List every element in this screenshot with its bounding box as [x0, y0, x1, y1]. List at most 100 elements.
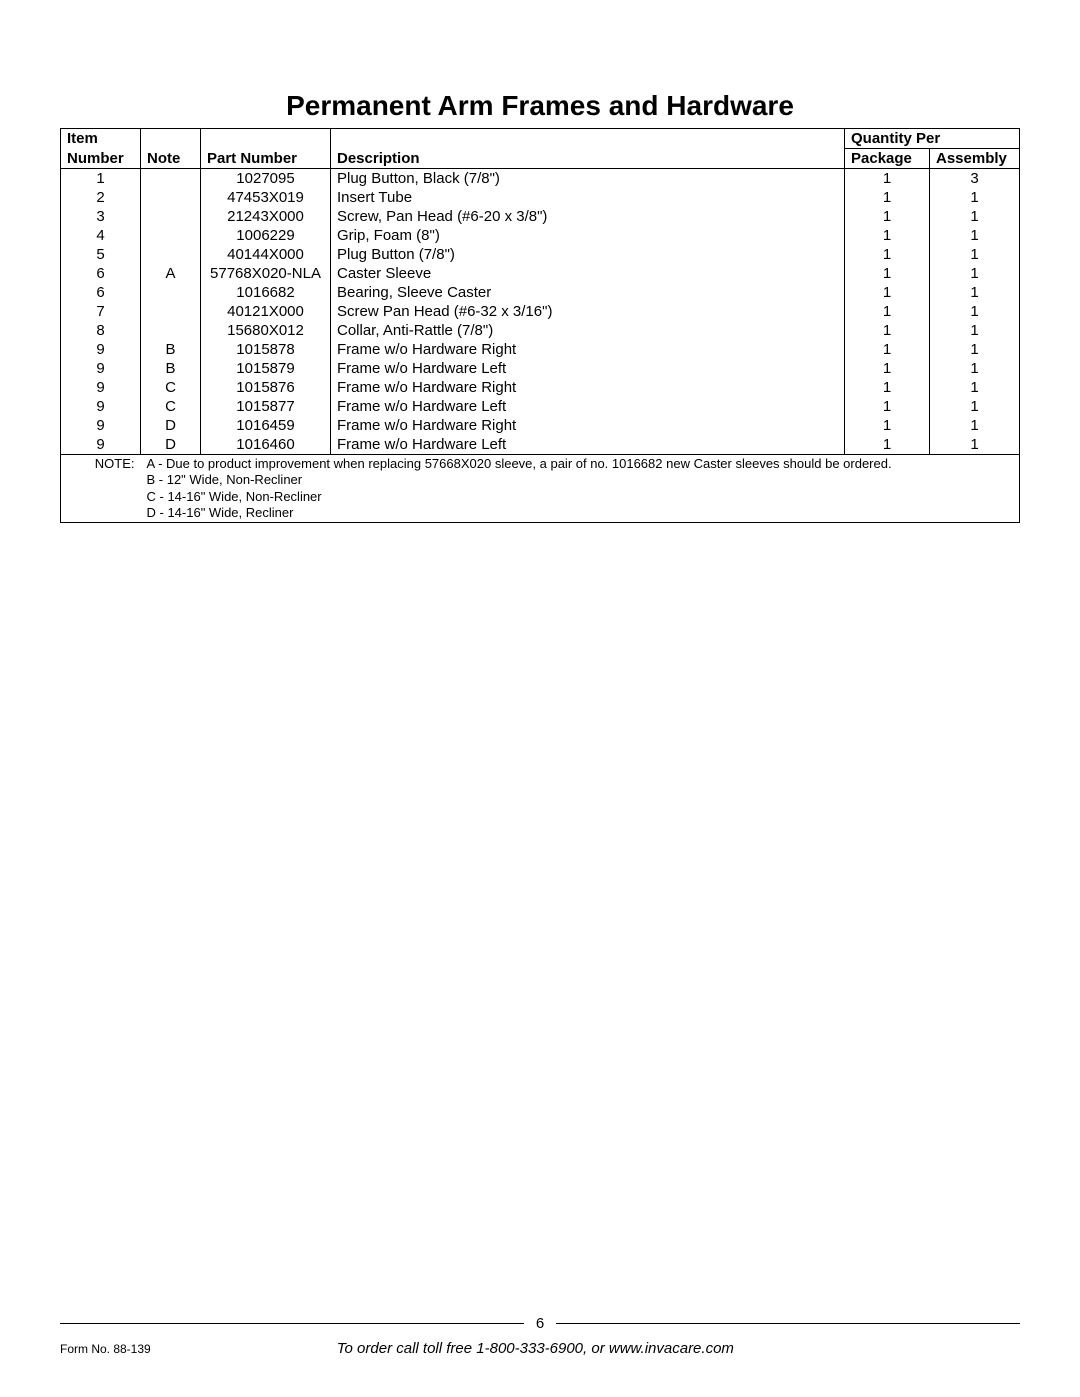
table-row: 41006229Grip, Foam (8")11: [61, 226, 1020, 245]
cell-item: 4: [61, 226, 141, 245]
cell-item: 6: [61, 264, 141, 283]
cell-part: 57768X020-NLA: [201, 264, 331, 283]
cell-assembly: 1: [930, 207, 1020, 226]
cell-package: 1: [845, 378, 930, 397]
cell-assembly: 1: [930, 245, 1020, 264]
cell-item: 9: [61, 378, 141, 397]
table-row: 815680X012Collar, Anti-Rattle (7/8")11: [61, 321, 1020, 340]
cell-part: 1015877: [201, 397, 331, 416]
col-note-blank: [141, 129, 201, 149]
col-note: Note: [141, 149, 201, 169]
cell-package: 1: [845, 226, 930, 245]
cell-desc: Caster Sleeve: [331, 264, 845, 283]
cell-note: [141, 321, 201, 340]
cell-part: 1015879: [201, 359, 331, 378]
cell-assembly: 1: [930, 435, 1020, 455]
cell-note: [141, 188, 201, 207]
table-row: 9B1015878Frame w/o Hardware Right11: [61, 340, 1020, 359]
cell-desc: Frame w/o Hardware Right: [331, 340, 845, 359]
note-line: A - Due to product improvement when repl…: [147, 456, 1014, 472]
table-row: 321243X000Screw, Pan Head (#6-20 x 3/8")…: [61, 207, 1020, 226]
cell-note: [141, 226, 201, 245]
col-package: Package: [845, 149, 930, 169]
cell-package: 1: [845, 340, 930, 359]
cell-package: 1: [845, 435, 930, 455]
cell-note: [141, 207, 201, 226]
cell-desc: Grip, Foam (8"): [331, 226, 845, 245]
cell-note: D: [141, 416, 201, 435]
cell-part: 15680X012: [201, 321, 331, 340]
table-row: 61016682Bearing, Sleeve Caster11: [61, 283, 1020, 302]
cell-note: A: [141, 264, 201, 283]
cell-part: 21243X000: [201, 207, 331, 226]
cell-package: 1: [845, 169, 930, 189]
cell-assembly: 1: [930, 378, 1020, 397]
cell-part: 40144X000: [201, 245, 331, 264]
page-footer: 6 Form No. 88-139 To order call toll fre…: [60, 1315, 1020, 1357]
cell-desc: Frame w/o Hardware Left: [331, 397, 845, 416]
cell-note: [141, 283, 201, 302]
page-number: 6: [536, 1315, 544, 1332]
cell-assembly: 1: [930, 188, 1020, 207]
table-row: 9D1016460Frame w/o Hardware Left11: [61, 435, 1020, 455]
cell-note: [141, 245, 201, 264]
cell-package: 1: [845, 245, 930, 264]
col-qty-per: Quantity Per: [845, 129, 1020, 149]
cell-desc: Frame w/o Hardware Right: [331, 416, 845, 435]
cell-note: B: [141, 340, 201, 359]
table-row: 9C1015876Frame w/o Hardware Right11: [61, 378, 1020, 397]
cell-item: 8: [61, 321, 141, 340]
cell-item: 3: [61, 207, 141, 226]
col-item-top: Item: [61, 129, 141, 149]
cell-assembly: 1: [930, 302, 1020, 321]
notes-body: A - Due to product improvement when repl…: [141, 455, 1020, 523]
order-line: To order call toll free 1-800-333-6900, …: [151, 1340, 920, 1357]
cell-assembly: 1: [930, 264, 1020, 283]
cell-package: 1: [845, 359, 930, 378]
cell-note: [141, 169, 201, 189]
cell-item: 5: [61, 245, 141, 264]
cell-item: 6: [61, 283, 141, 302]
cell-desc: Frame w/o Hardware Left: [331, 435, 845, 455]
cell-part: 1016682: [201, 283, 331, 302]
cell-desc: Frame w/o Hardware Left: [331, 359, 845, 378]
cell-package: 1: [845, 264, 930, 283]
note-line: D - 14-16" Wide, Recliner: [147, 505, 1014, 521]
page-title: Permanent Arm Frames and Hardware: [60, 90, 1020, 122]
cell-part: 40121X000: [201, 302, 331, 321]
cell-item: 9: [61, 435, 141, 455]
col-desc: Description: [331, 149, 845, 169]
cell-assembly: 1: [930, 226, 1020, 245]
table-row: 540144X000Plug Button (7/8")11: [61, 245, 1020, 264]
cell-part: 47453X019: [201, 188, 331, 207]
cell-part: 1016460: [201, 435, 331, 455]
cell-package: 1: [845, 207, 930, 226]
col-assembly: Assembly: [930, 149, 1020, 169]
cell-assembly: 3: [930, 169, 1020, 189]
cell-package: 1: [845, 302, 930, 321]
cell-item: 2: [61, 188, 141, 207]
cell-desc: Screw Pan Head (#6-32 x 3/16"): [331, 302, 845, 321]
cell-part: 1015878: [201, 340, 331, 359]
table-row: 9C1015877Frame w/o Hardware Left11: [61, 397, 1020, 416]
table-row: 9D1016459Frame w/o Hardware Right11: [61, 416, 1020, 435]
cell-assembly: 1: [930, 340, 1020, 359]
table-row: 11027095Plug Button, Black (7/8")13: [61, 169, 1020, 189]
cell-item: 9: [61, 340, 141, 359]
cell-package: 1: [845, 397, 930, 416]
cell-part: 1006229: [201, 226, 331, 245]
col-item: Number: [61, 149, 141, 169]
cell-note: D: [141, 435, 201, 455]
cell-desc: Plug Button (7/8"): [331, 245, 845, 264]
cell-assembly: 1: [930, 359, 1020, 378]
cell-item: 7: [61, 302, 141, 321]
cell-part: 1015876: [201, 378, 331, 397]
note-line: C - 14-16" Wide, Non-Recliner: [147, 489, 1014, 505]
cell-item: 9: [61, 359, 141, 378]
cell-package: 1: [845, 416, 930, 435]
cell-desc: Frame w/o Hardware Right: [331, 378, 845, 397]
col-desc-blank: [331, 129, 845, 149]
note-line: B - 12" Wide, Non-Recliner: [147, 472, 1014, 488]
cell-assembly: 1: [930, 283, 1020, 302]
form-number: Form No. 88-139: [60, 1342, 151, 1356]
